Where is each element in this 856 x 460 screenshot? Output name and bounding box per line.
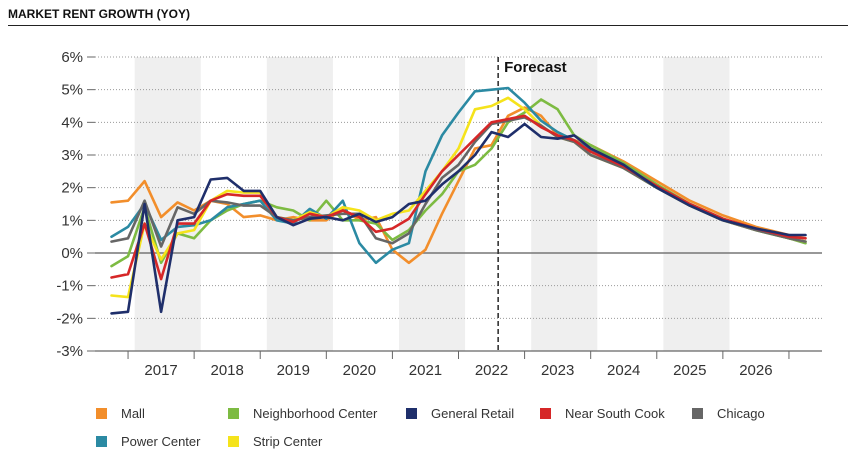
y-tick-label: 5%: [61, 82, 83, 99]
series-line-general-retail: [110, 122, 807, 315]
shaded-band-4: [531, 57, 598, 351]
y-tick-label: -2%: [56, 310, 83, 327]
x-tick-label: 2026: [739, 362, 772, 379]
legend-label-power-center: Power Center: [121, 434, 201, 449]
y-tick-label: 2%: [61, 180, 83, 197]
forecast-marker: Forecast: [497, 57, 567, 351]
y-tick-label: 3%: [61, 147, 83, 164]
legend-swatch-neighborhood-center: [228, 408, 239, 419]
x-tick-label: 2022: [475, 362, 508, 379]
y-tick-label: -3%: [56, 343, 83, 360]
x-tick-label: 2017: [144, 362, 177, 379]
x-tick-label: 2024: [607, 362, 640, 379]
y-axis-ticks: -3% -2% -1% 0% 1% 2% 3% 4% 5% 6%: [56, 49, 95, 360]
y-tick-label: 0%: [61, 245, 83, 262]
legend-item-strip-center: Strip Center: [228, 434, 322, 449]
y-tick-label: 4%: [61, 114, 83, 131]
x-tick-label: 2023: [541, 362, 574, 379]
legend-label-chicago: Chicago: [717, 406, 765, 421]
line-chart: -3% -2% -1% 0% 1% 2% 3% 4% 5% 6% 2017 2018 2019 2020…: [56, 49, 822, 379]
year-bands: [134, 57, 730, 351]
y-tick-label: 6%: [61, 49, 83, 66]
legend-item-power-center: Power Center: [96, 434, 200, 449]
legend-swatch-mall: [96, 408, 107, 419]
legend-swatch-strip-center: [228, 436, 239, 447]
legend-item-general-retail: General Retail: [406, 406, 514, 421]
series-line-near-south-cook: [110, 114, 807, 281]
legend-label-general-retail: General Retail: [431, 406, 515, 421]
legend-label-near-south-cook: Near South Cook: [565, 406, 665, 421]
legend-item-chicago: Chicago: [692, 406, 765, 421]
title-divider: [8, 25, 848, 26]
series-lines: [110, 86, 807, 315]
x-tick-label: 2025: [673, 362, 706, 379]
legend-swatch-general-retail: [406, 408, 417, 419]
legend-item-neighborhood-center: Neighborhood Center: [228, 406, 377, 421]
x-axis-ticks: 2017 2018 2019 2020 2021 2022 2023 2024 2025 2026: [127, 351, 790, 379]
legend-item-near-south-cook: Near South Cook: [540, 406, 665, 421]
y-tick-label: -1%: [56, 278, 83, 295]
x-tick-label: 2018: [210, 362, 243, 379]
x-tick-label: 2019: [277, 362, 310, 379]
legend-swatch-near-south-cook: [540, 408, 551, 419]
legend-item-mall: Mall: [96, 406, 145, 421]
legend-swatch-chicago: [692, 408, 703, 419]
legend-label-strip-center: Strip Center: [253, 434, 323, 449]
forecast-label: Forecast: [504, 59, 567, 76]
chart-title: MARKET RENT GROWTH (YOY): [8, 7, 190, 21]
legend-swatch-power-center: [96, 436, 107, 447]
legend-label-neighborhood-center: Neighborhood Center: [253, 406, 378, 421]
x-tick-label: 2021: [409, 362, 442, 379]
x-tick-label: 2020: [343, 362, 376, 379]
y-tick-label: 1%: [61, 212, 83, 229]
legend-label-mall: Mall: [121, 406, 145, 421]
legend: Mall Neighborhood Center General Retail …: [96, 400, 836, 455]
